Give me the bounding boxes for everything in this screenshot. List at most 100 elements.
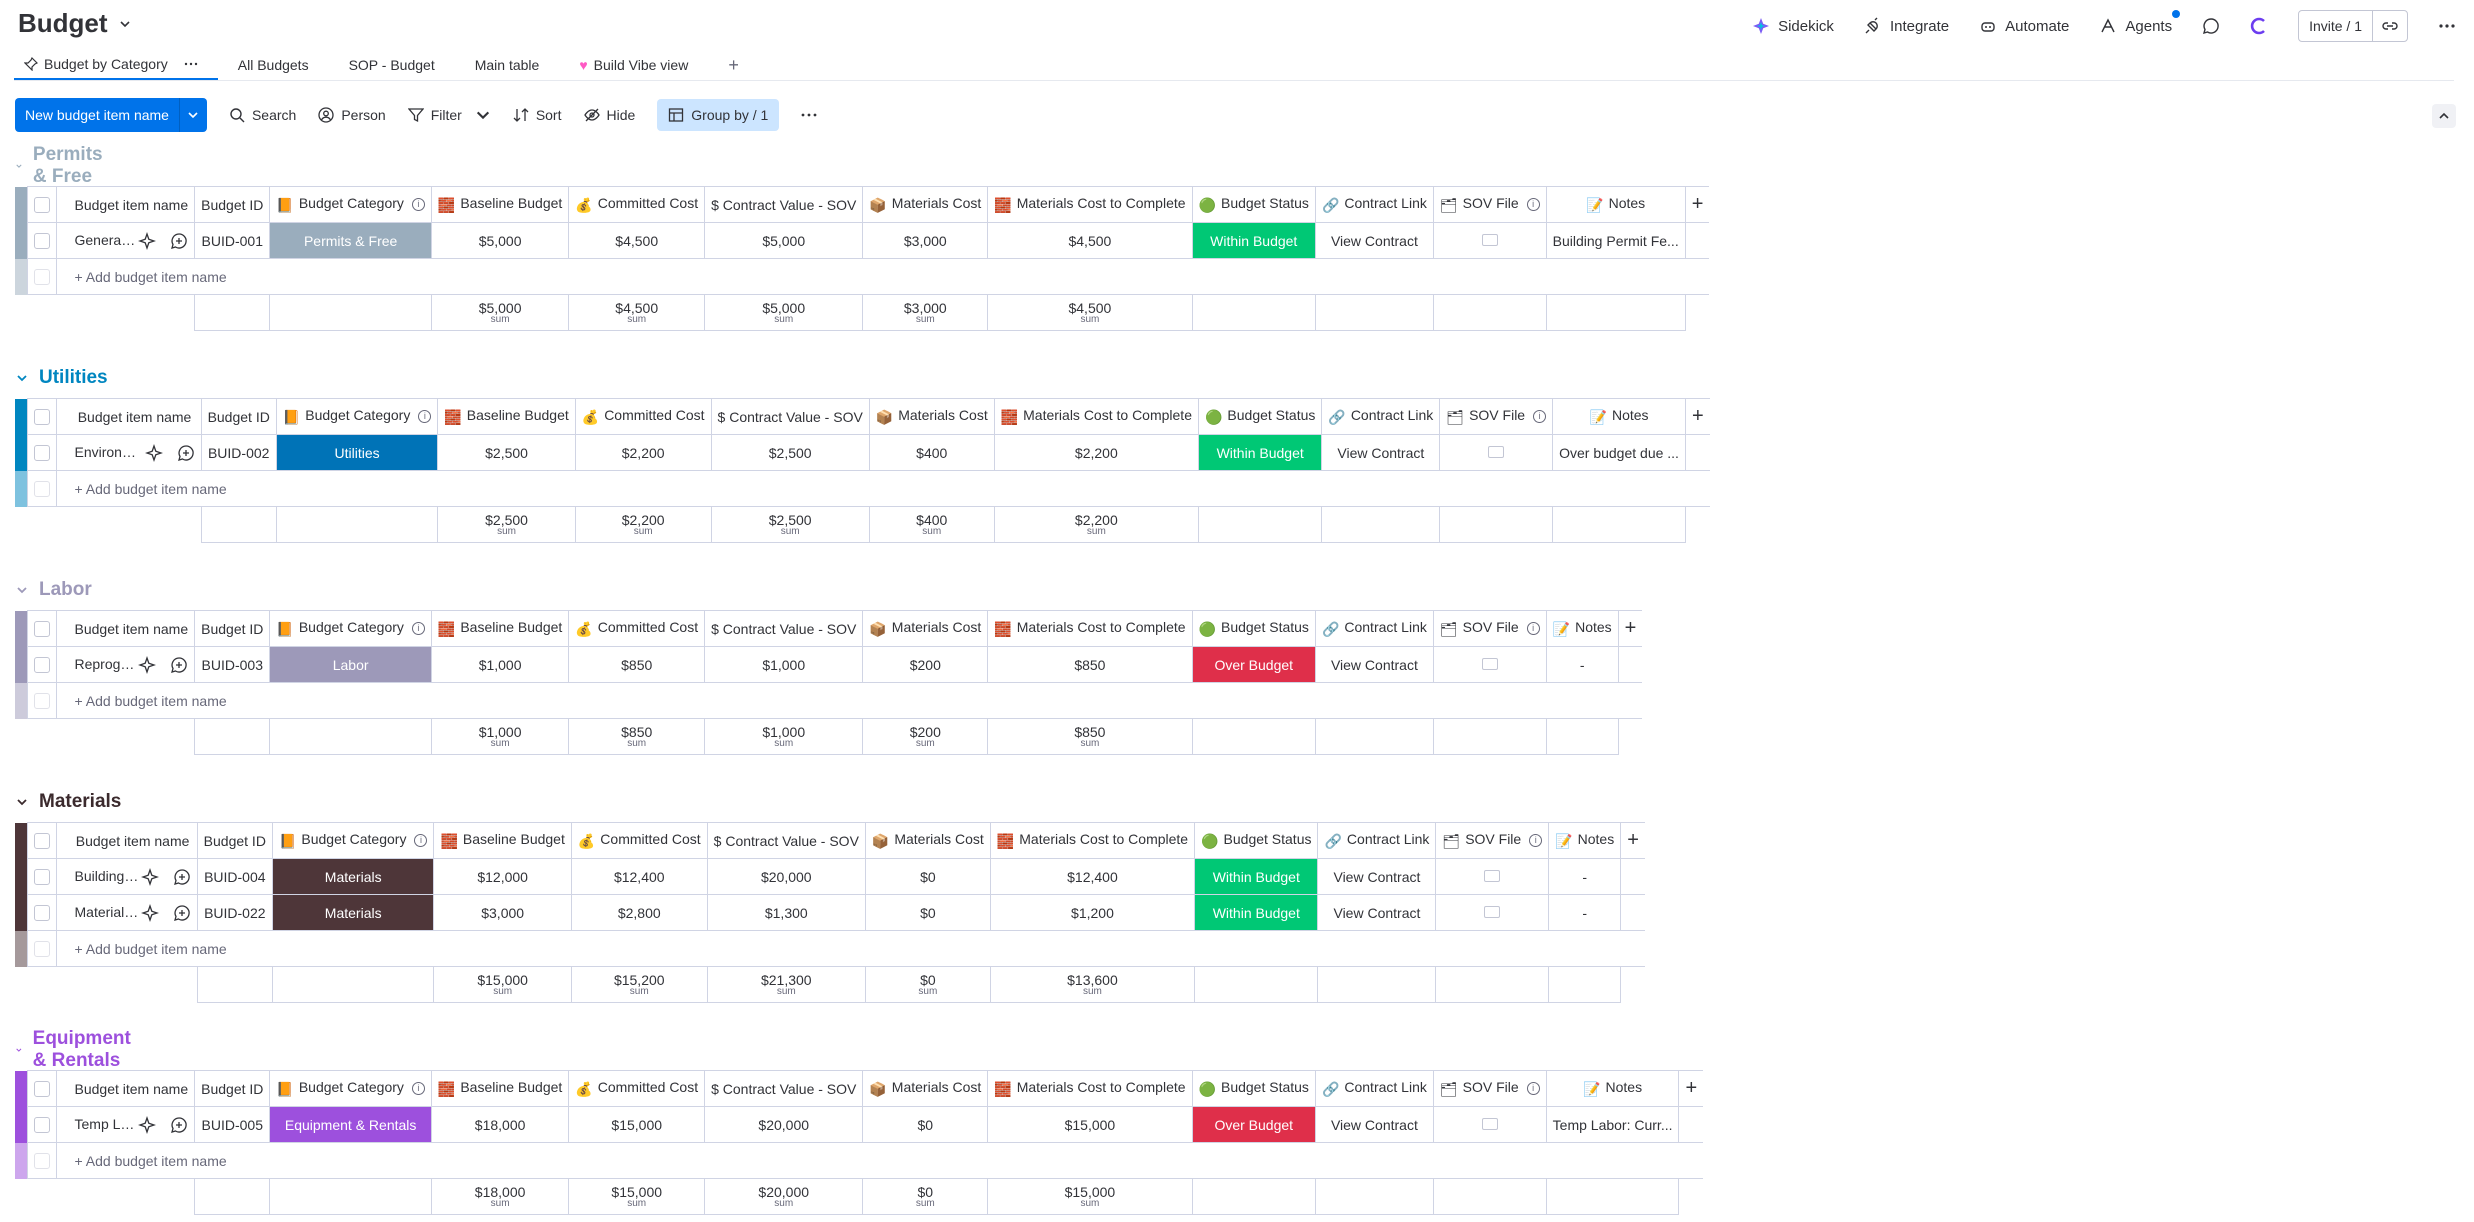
ai-sparkle-icon[interactable] [140, 903, 159, 922]
tab-main-table[interactable]: Main table [455, 50, 560, 80]
new-item-dropdown[interactable] [178, 98, 207, 132]
item-name-cell[interactable]: Environmental Stu... [55, 434, 202, 471]
materials-complete-cell[interactable]: $15,000 [987, 1106, 1193, 1143]
committed-cell[interactable]: $12,400 [570, 858, 708, 895]
column-header-notes[interactable]: 📝 Notes [1545, 610, 1619, 647]
committed-cell[interactable]: $15,000 [568, 1106, 706, 1143]
add-column-button[interactable]: + [1678, 1070, 1704, 1107]
row-checkbox[interactable] [26, 222, 57, 259]
table-row[interactable]: General Plans BUID-001 Permits & Free $5,00… [15, 222, 1710, 259]
group-title[interactable]: Utilities [15, 366, 108, 390]
column-header-baseline[interactable]: 🧱 Baseline Budget [433, 822, 572, 859]
sum-cell-committed[interactable]: $15,200 sum [570, 966, 708, 1003]
sum-cell-baseline[interactable]: $15,000 sum [433, 966, 572, 1003]
baseline-cell[interactable]: $18,000 [430, 1106, 570, 1143]
add-update-icon[interactable] [170, 1116, 188, 1134]
group-title[interactable]: Permits & Free [15, 144, 109, 187]
add-update-icon[interactable] [173, 904, 191, 922]
add-view-button[interactable]: + [728, 55, 739, 75]
chevron-down-icon[interactable] [15, 795, 29, 809]
column-header-category[interactable]: 📙 Budget Category i [269, 1070, 432, 1107]
sum-cell-committed[interactable]: $4,500 sum [568, 294, 706, 331]
materials-cell[interactable]: $0 [862, 1106, 989, 1143]
budget-id-cell[interactable]: BUID-003 [194, 646, 271, 683]
sov-file-cell[interactable] [1432, 646, 1547, 683]
add-column-button[interactable]: + [1684, 398, 1710, 435]
baseline-cell[interactable]: $12,000 [433, 858, 572, 895]
board-title[interactable]: Budget [18, 8, 132, 39]
filter-button[interactable]: Filter [407, 107, 491, 123]
checkbox[interactable] [33, 197, 50, 214]
column-header-name[interactable]: Budget item name [55, 398, 202, 435]
tab-budget-by-category[interactable]: Budget by Category [14, 50, 218, 80]
column-header-notes[interactable]: 📝 Notes [1548, 822, 1622, 859]
updates-button[interactable] [2202, 17, 2220, 35]
checkbox[interactable] [33, 445, 50, 462]
add-column-button[interactable]: + [1620, 822, 1645, 859]
sum-cell-committed[interactable]: $2,200 sum [574, 506, 712, 543]
baseline-cell[interactable]: $1,000 [430, 646, 570, 683]
column-header-contract-link[interactable]: 🔗 Contract Link [1314, 610, 1434, 647]
notes-cell[interactable]: - [1548, 894, 1622, 931]
column-header-contract-value[interactable]: $ Contract Value - SOV [704, 1070, 864, 1107]
row-checkbox[interactable] [26, 894, 57, 931]
column-header-committed[interactable]: 💰 Committed Cost [568, 1070, 706, 1107]
materials-complete-cell[interactable]: $2,200 [993, 434, 1199, 471]
column-header-sov-file[interactable]: 🗂 SOV File i [1432, 610, 1547, 647]
column-header-committed[interactable]: 💰 Committed Cost [568, 610, 706, 647]
select-all-checkbox[interactable] [26, 1070, 57, 1107]
sum-cell-contract-value[interactable]: $20,000 sum [704, 1178, 864, 1215]
checkbox[interactable] [33, 621, 50, 638]
sum-cell-contract-value[interactable]: $2,500 sum [710, 506, 870, 543]
status-cell[interactable]: Within Budget [1194, 894, 1319, 931]
notes-cell[interactable]: - [1545, 646, 1619, 683]
column-header-status[interactable]: 🟢 Budget Status [1194, 822, 1319, 859]
column-header-id[interactable]: Budget ID [194, 610, 271, 647]
checkbox[interactable] [33, 233, 50, 250]
column-header-committed[interactable]: 💰 Committed Cost [568, 186, 706, 223]
contract-link-cell[interactable]: View Contract [1314, 1106, 1434, 1143]
sum-cell-committed[interactable]: $850 sum [568, 718, 706, 755]
status-cell[interactable]: Within Budget [1191, 222, 1316, 259]
column-header-status[interactable]: 🟢 Budget Status [1191, 186, 1316, 223]
row-checkbox[interactable] [26, 858, 57, 895]
sum-cell-materials-complete[interactable]: $4,500 sum [987, 294, 1193, 331]
checkbox[interactable] [33, 869, 50, 886]
sum-cell-materials-complete[interactable]: $2,200 sum [993, 506, 1199, 543]
contract-value-cell[interactable]: $5,000 [704, 222, 864, 259]
budget-id-cell[interactable]: BUID-001 [194, 222, 271, 259]
category-cell[interactable]: Materials [271, 894, 435, 931]
checkbox[interactable] [33, 1081, 50, 1098]
column-header-contract-value[interactable]: $ Contract Value - SOV [704, 186, 864, 223]
add-item-input[interactable]: + Add budget item name [55, 1142, 1704, 1179]
column-header-materials[interactable]: 📦 Materials Cost [862, 1070, 989, 1107]
add-item-row[interactable]: + Add budget item name [15, 258, 1710, 295]
monday-ai-button[interactable] [2250, 17, 2268, 35]
add-item-input[interactable]: + Add budget item name [55, 682, 1643, 719]
committed-cell[interactable]: $4,500 [568, 222, 706, 259]
column-header-sov-file[interactable]: 🗂 SOV File i [1439, 398, 1554, 435]
checkbox[interactable] [33, 657, 50, 674]
sum-cell-materials[interactable]: $400 sum [868, 506, 995, 543]
info-icon[interactable]: i [414, 834, 428, 847]
baseline-cell[interactable]: $3,000 [433, 894, 572, 931]
baseline-cell[interactable]: $2,500 [437, 434, 576, 471]
table-row[interactable]: Environmental Stu... BUID-002 Utilities $2,… [15, 434, 1710, 471]
sum-cell-baseline[interactable]: $1,000 sum [430, 718, 570, 755]
materials-cell[interactable]: $400 [868, 434, 995, 471]
table-row[interactable]: Reprographics BUID-003 Labor $1,000 $850 $1,0… [15, 646, 1643, 683]
materials-cell[interactable]: $0 [864, 858, 991, 895]
materials-cell[interactable]: $0 [864, 894, 991, 931]
column-header-materials-complete[interactable]: 🧱 Materials Cost to Complete [989, 822, 1196, 859]
category-cell[interactable]: Labor [269, 646, 432, 683]
add-item-row[interactable]: + Add budget item name [15, 1142, 1704, 1179]
info-icon[interactable]: i [1526, 1082, 1540, 1095]
column-header-name[interactable]: Budget item name [55, 1070, 196, 1107]
column-header-id[interactable]: Budget ID [200, 398, 277, 435]
integrate-button[interactable]: Integrate [1864, 17, 1949, 35]
column-header-materials[interactable]: 📦 Materials Cost [862, 610, 989, 647]
column-header-contract-value[interactable]: $ Contract Value - SOV [710, 398, 870, 435]
info-icon[interactable]: i [411, 622, 425, 635]
materials-complete-cell[interactable]: $1,200 [989, 894, 1196, 931]
materials-cell[interactable]: $200 [862, 646, 989, 683]
